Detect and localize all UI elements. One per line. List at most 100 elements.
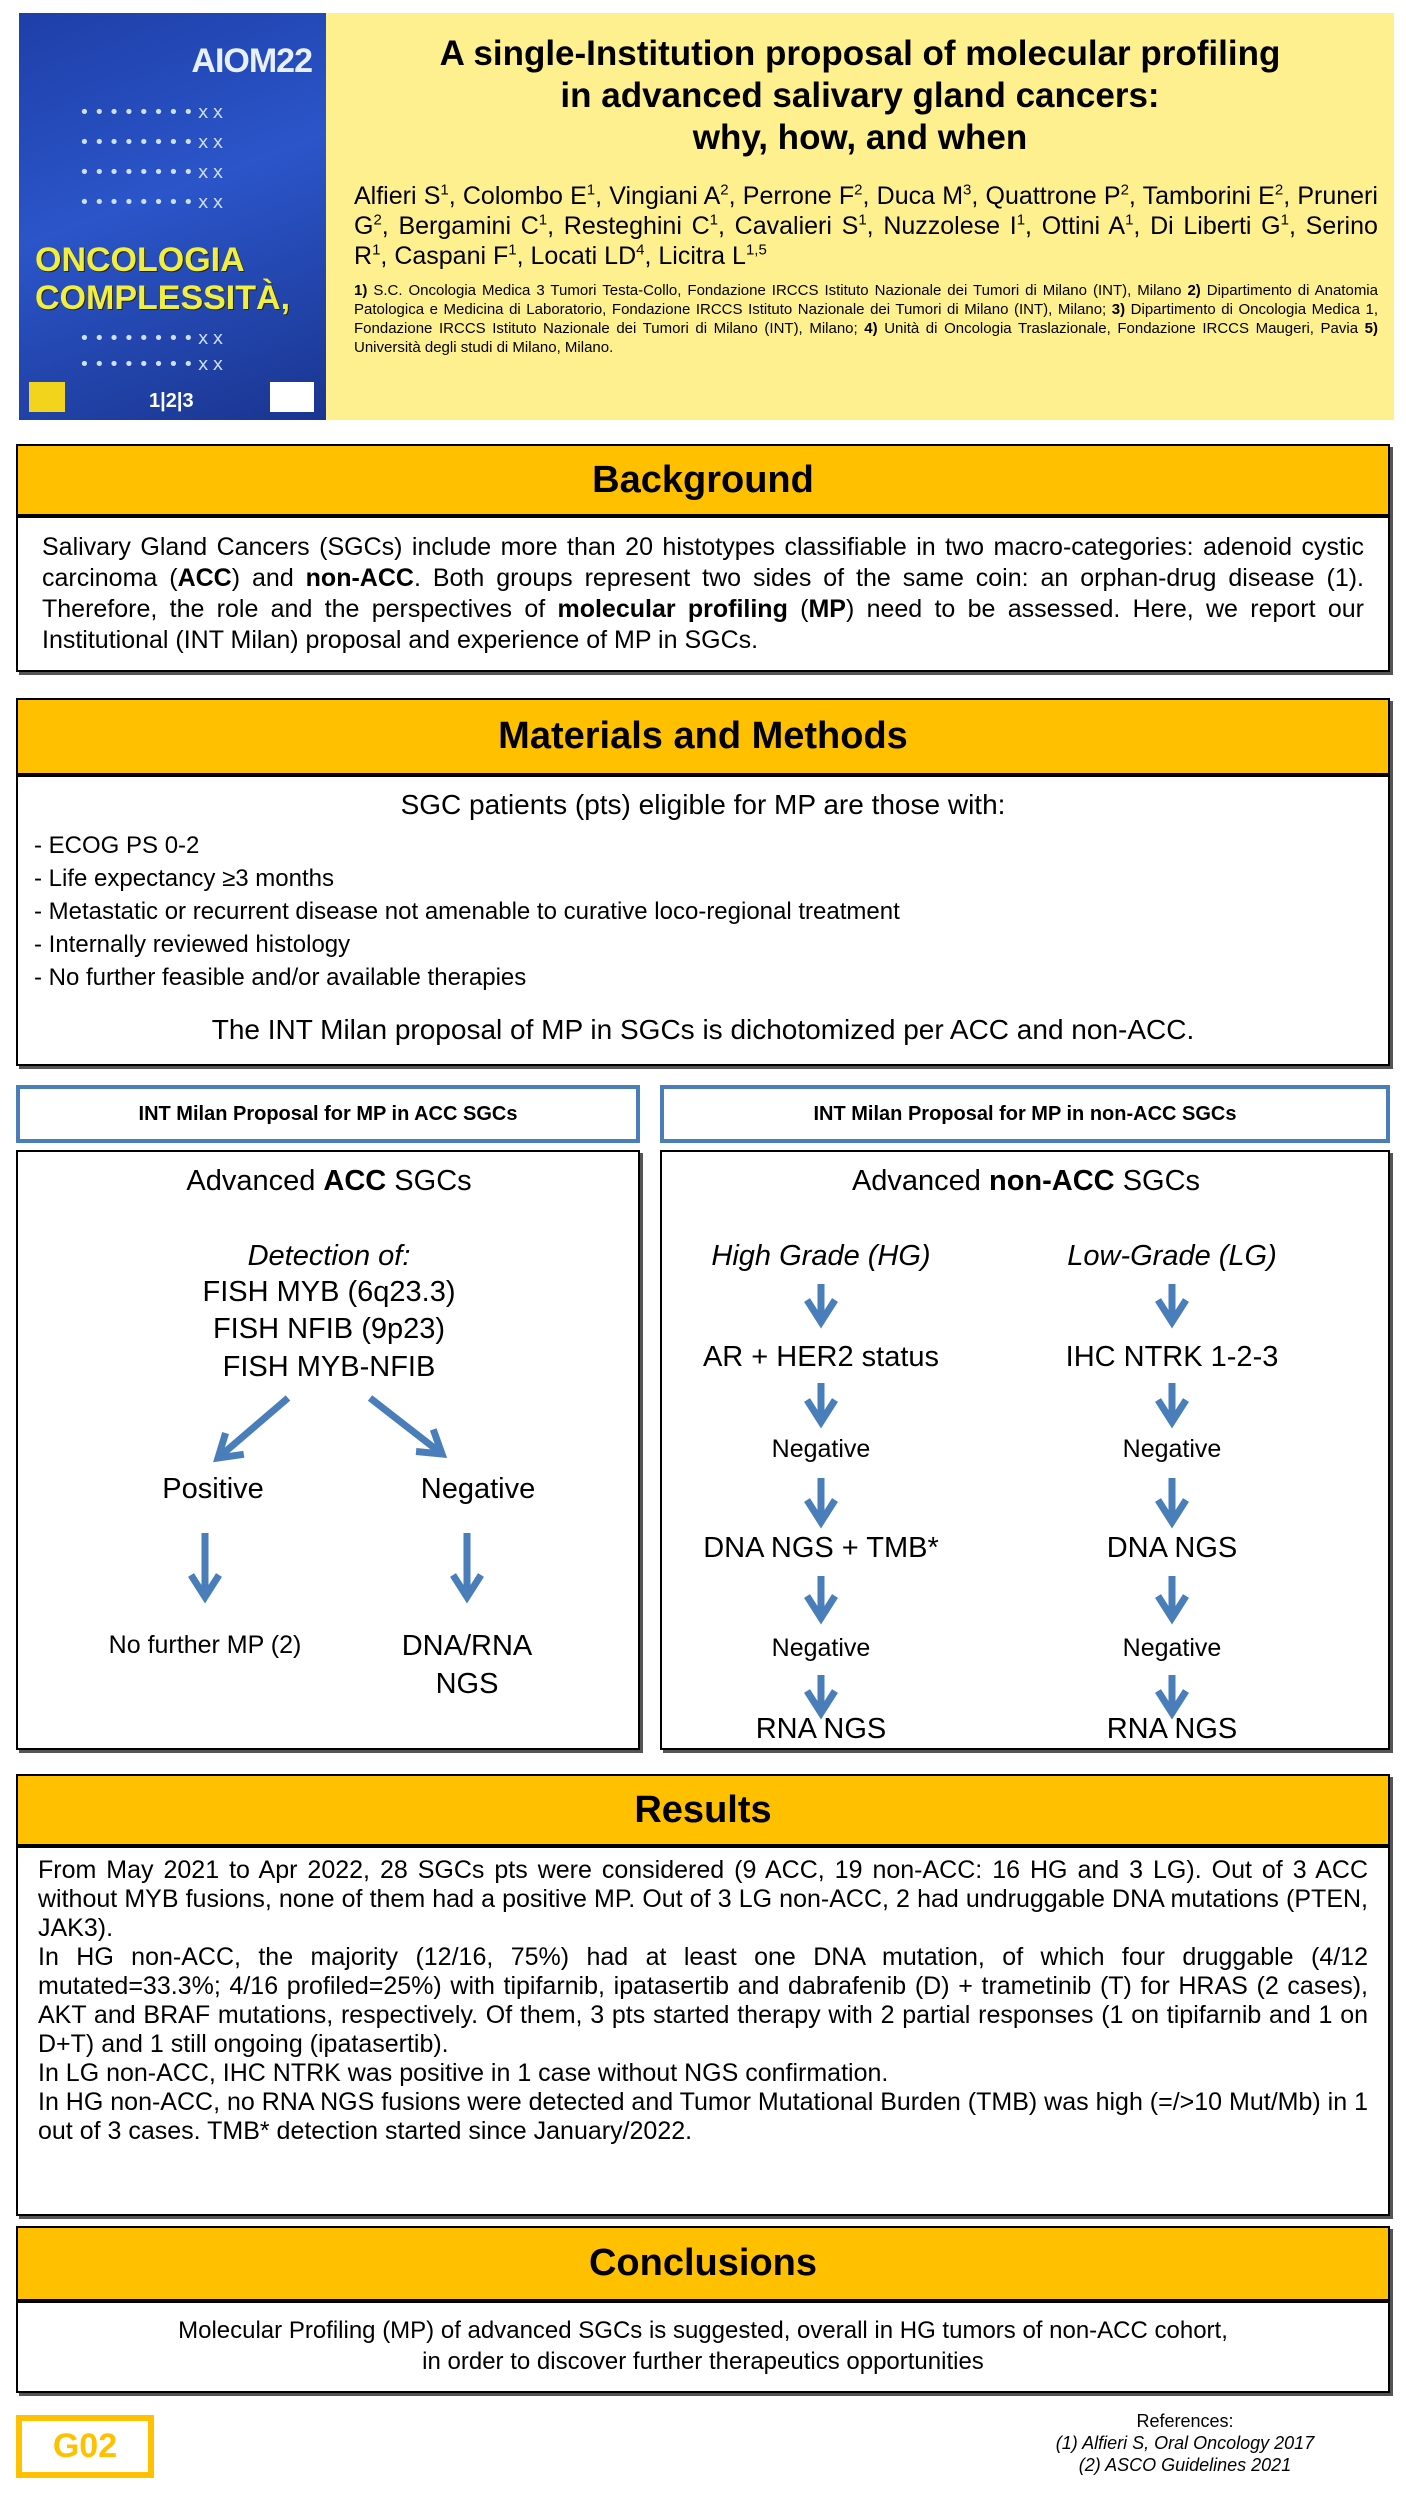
acc-title: Advanced ACC SGCs [186, 1165, 472, 1197]
hg-step: High Grade (HG) [711, 1240, 931, 1272]
flow-arrow [804, 1383, 838, 1429]
results-paragraph: In HG non-ACC, the majority (12/16, 75%)… [38, 1943, 1368, 2058]
author: Ottini A [1041, 212, 1126, 240]
author-affiliation-number: 1 [858, 211, 867, 229]
author: Caspani F [394, 242, 509, 270]
author: Serino R [354, 212, 1378, 270]
acc-negative-result: DNA/RNA NGS [401, 1630, 533, 1700]
affiliation-number: 2) [1187, 282, 1201, 299]
flow-arrow [804, 1284, 838, 1329]
acc-test: FISH NFIB (9p23) [212, 1313, 446, 1345]
author: Pruneri G [354, 182, 1378, 240]
author: Cavalieri S [734, 212, 859, 240]
author: Bergamini C [398, 212, 539, 240]
text-segment: ) need to be assessed. Here, we report o… [42, 595, 1364, 654]
author-affiliation-number: 2 [373, 211, 382, 229]
acc-positive-result: No further MP (2) [108, 1631, 302, 1659]
acc-negative: Negative [420, 1473, 536, 1505]
author: Tamborini E [1142, 182, 1275, 210]
hg-step: RNA NGS [755, 1713, 887, 1745]
author: Duca M [876, 182, 964, 210]
cover-pattern: ••••••••xx [79, 328, 228, 349]
cover-logo [270, 382, 314, 412]
poster-title: A single-Institution proposal of molecul… [439, 34, 1281, 157]
text-segment: non-ACC [305, 564, 414, 592]
nonacc-flowchart: Advanced non-ACC SGCs High Grade (HG) AR … [660, 1150, 1390, 1750]
author-affiliation-number: 1 [1125, 211, 1134, 229]
affiliation-number: 1) [354, 282, 368, 299]
conclusions-heading: Conclusions [16, 2226, 1390, 2301]
acc-positive: Positive [162, 1473, 264, 1505]
criterion-item: - Internally reviewed histology [34, 931, 351, 958]
cover-brand: AIOM22 [191, 42, 313, 80]
methods-closing: The INT Milan proposal of MP in SGCs is … [211, 1014, 1195, 1045]
author: Vingiani A [609, 182, 721, 210]
lg-step: IHC NTRK 1-2-3 [1065, 1341, 1279, 1373]
author: Locati LD [530, 242, 637, 270]
flow-arrow [804, 1478, 838, 1529]
author-affiliation-number: 3 [963, 181, 972, 199]
acc-panel-heading: INT Milan Proposal for MP in ACC SGCs [16, 1085, 640, 1143]
flow-arrow [1155, 1675, 1189, 1720]
affiliation-number: 3) [1111, 301, 1126, 318]
nonacc-arrows [804, 1284, 1189, 1720]
author-affiliation-number: 2 [1120, 181, 1129, 199]
text-segment: molecular profiling [557, 595, 788, 623]
hg-step: AR + HER2 status [702, 1341, 940, 1373]
hg-step: DNA NGS + TMB* [703, 1532, 939, 1564]
nonacc-panel-heading: INT Milan Proposal for MP in non-ACC SGC… [660, 1085, 1390, 1143]
author-affiliation-number: 1 [586, 181, 596, 199]
methods-box: SGC patients (pts) eligible for MP are t… [16, 775, 1390, 1066]
methods-intro: SGC patients (pts) eligible for MP are t… [400, 789, 1006, 820]
cover-logo [29, 382, 65, 412]
lg-step: Negative [1122, 1435, 1222, 1463]
lg-step: DNA NGS [1106, 1532, 1238, 1564]
author-affiliation-number: 1 [538, 211, 548, 229]
text-segment: ) and [231, 564, 306, 592]
author-affiliation-number: 1 [709, 211, 719, 229]
flow-arrow [1155, 1478, 1189, 1529]
lg-step: Low-Grade (LG) [1067, 1240, 1277, 1272]
acc-arrows [188, 1395, 484, 1604]
cover-pattern: ••••••••xx [79, 354, 228, 375]
flow-arrow [1155, 1383, 1189, 1429]
author-affiliation-number: 1,5 [745, 241, 767, 259]
criterion-item: - ECOG PS 0-2 [34, 832, 200, 859]
text-segment: ( [787, 595, 809, 623]
lg-step: Negative [1122, 1634, 1222, 1662]
flow-arrow [213, 1395, 291, 1463]
conclusions-text: Molecular Profiling (MP) of advanced SGC… [16, 2301, 1390, 2393]
methods-heading: Materials and Methods [16, 698, 1390, 775]
results-text: From May 2021 to Apr 2022, 28 SGCs pts w… [16, 1846, 1390, 2216]
author-list: Alfieri S1, Colombo E1, Vingiani A2, Per… [354, 181, 1378, 270]
text-segment: Salivary Gland Cancers (SGCs) include mo… [42, 533, 1364, 592]
nonacc-title: Advanced non-ACC SGCs [851, 1165, 1201, 1197]
criterion-item: - Metastatic or recurrent disease not am… [34, 898, 900, 925]
results-heading: Results [16, 1774, 1390, 1846]
cover-pattern: ••••••••xx [79, 192, 228, 213]
affiliation: Università degli studi di Milano, Milano… [354, 339, 614, 356]
author: Resteghini C [563, 212, 710, 240]
author: Alfieri S [354, 182, 441, 210]
author: Di Liberti G [1150, 212, 1281, 240]
poster-header: A single-Institution proposal of molecul… [326, 13, 1394, 420]
author-affiliation-number: 1 [440, 181, 449, 199]
acc-detection-label: Detection of: [247, 1240, 411, 1272]
text-segment: ACC [177, 564, 232, 592]
author-affiliation-number: 2 [1274, 181, 1284, 199]
background-heading: Background [16, 444, 1390, 516]
text-segment: . Both groups represent two sides of the… [42, 564, 1364, 623]
hg-step: Negative [771, 1634, 871, 1662]
flow-arrow [1155, 1576, 1189, 1625]
author-affiliation-number: 1 [508, 241, 517, 259]
author-affiliation-number: 4 [636, 241, 645, 259]
acc-flowchart: Advanced ACC SGCs Detection of: FISH MYB… [16, 1150, 640, 1750]
author-affiliation-number: 1 [1280, 211, 1289, 229]
acc-test: FISH MYB-NFIB [222, 1351, 436, 1383]
hg-step: Negative [771, 1435, 871, 1463]
eligibility-criteria: - ECOG PS 0-2 - Life expectancy ≥3 months… [34, 829, 1388, 994]
text-segment: MP [808, 595, 846, 623]
author: Nuzzolese I [883, 212, 1017, 240]
references: References: (1) Alfieri S, Oral Oncology… [1055, 2411, 1315, 2475]
affiliation-number: 5) [1364, 320, 1378, 337]
